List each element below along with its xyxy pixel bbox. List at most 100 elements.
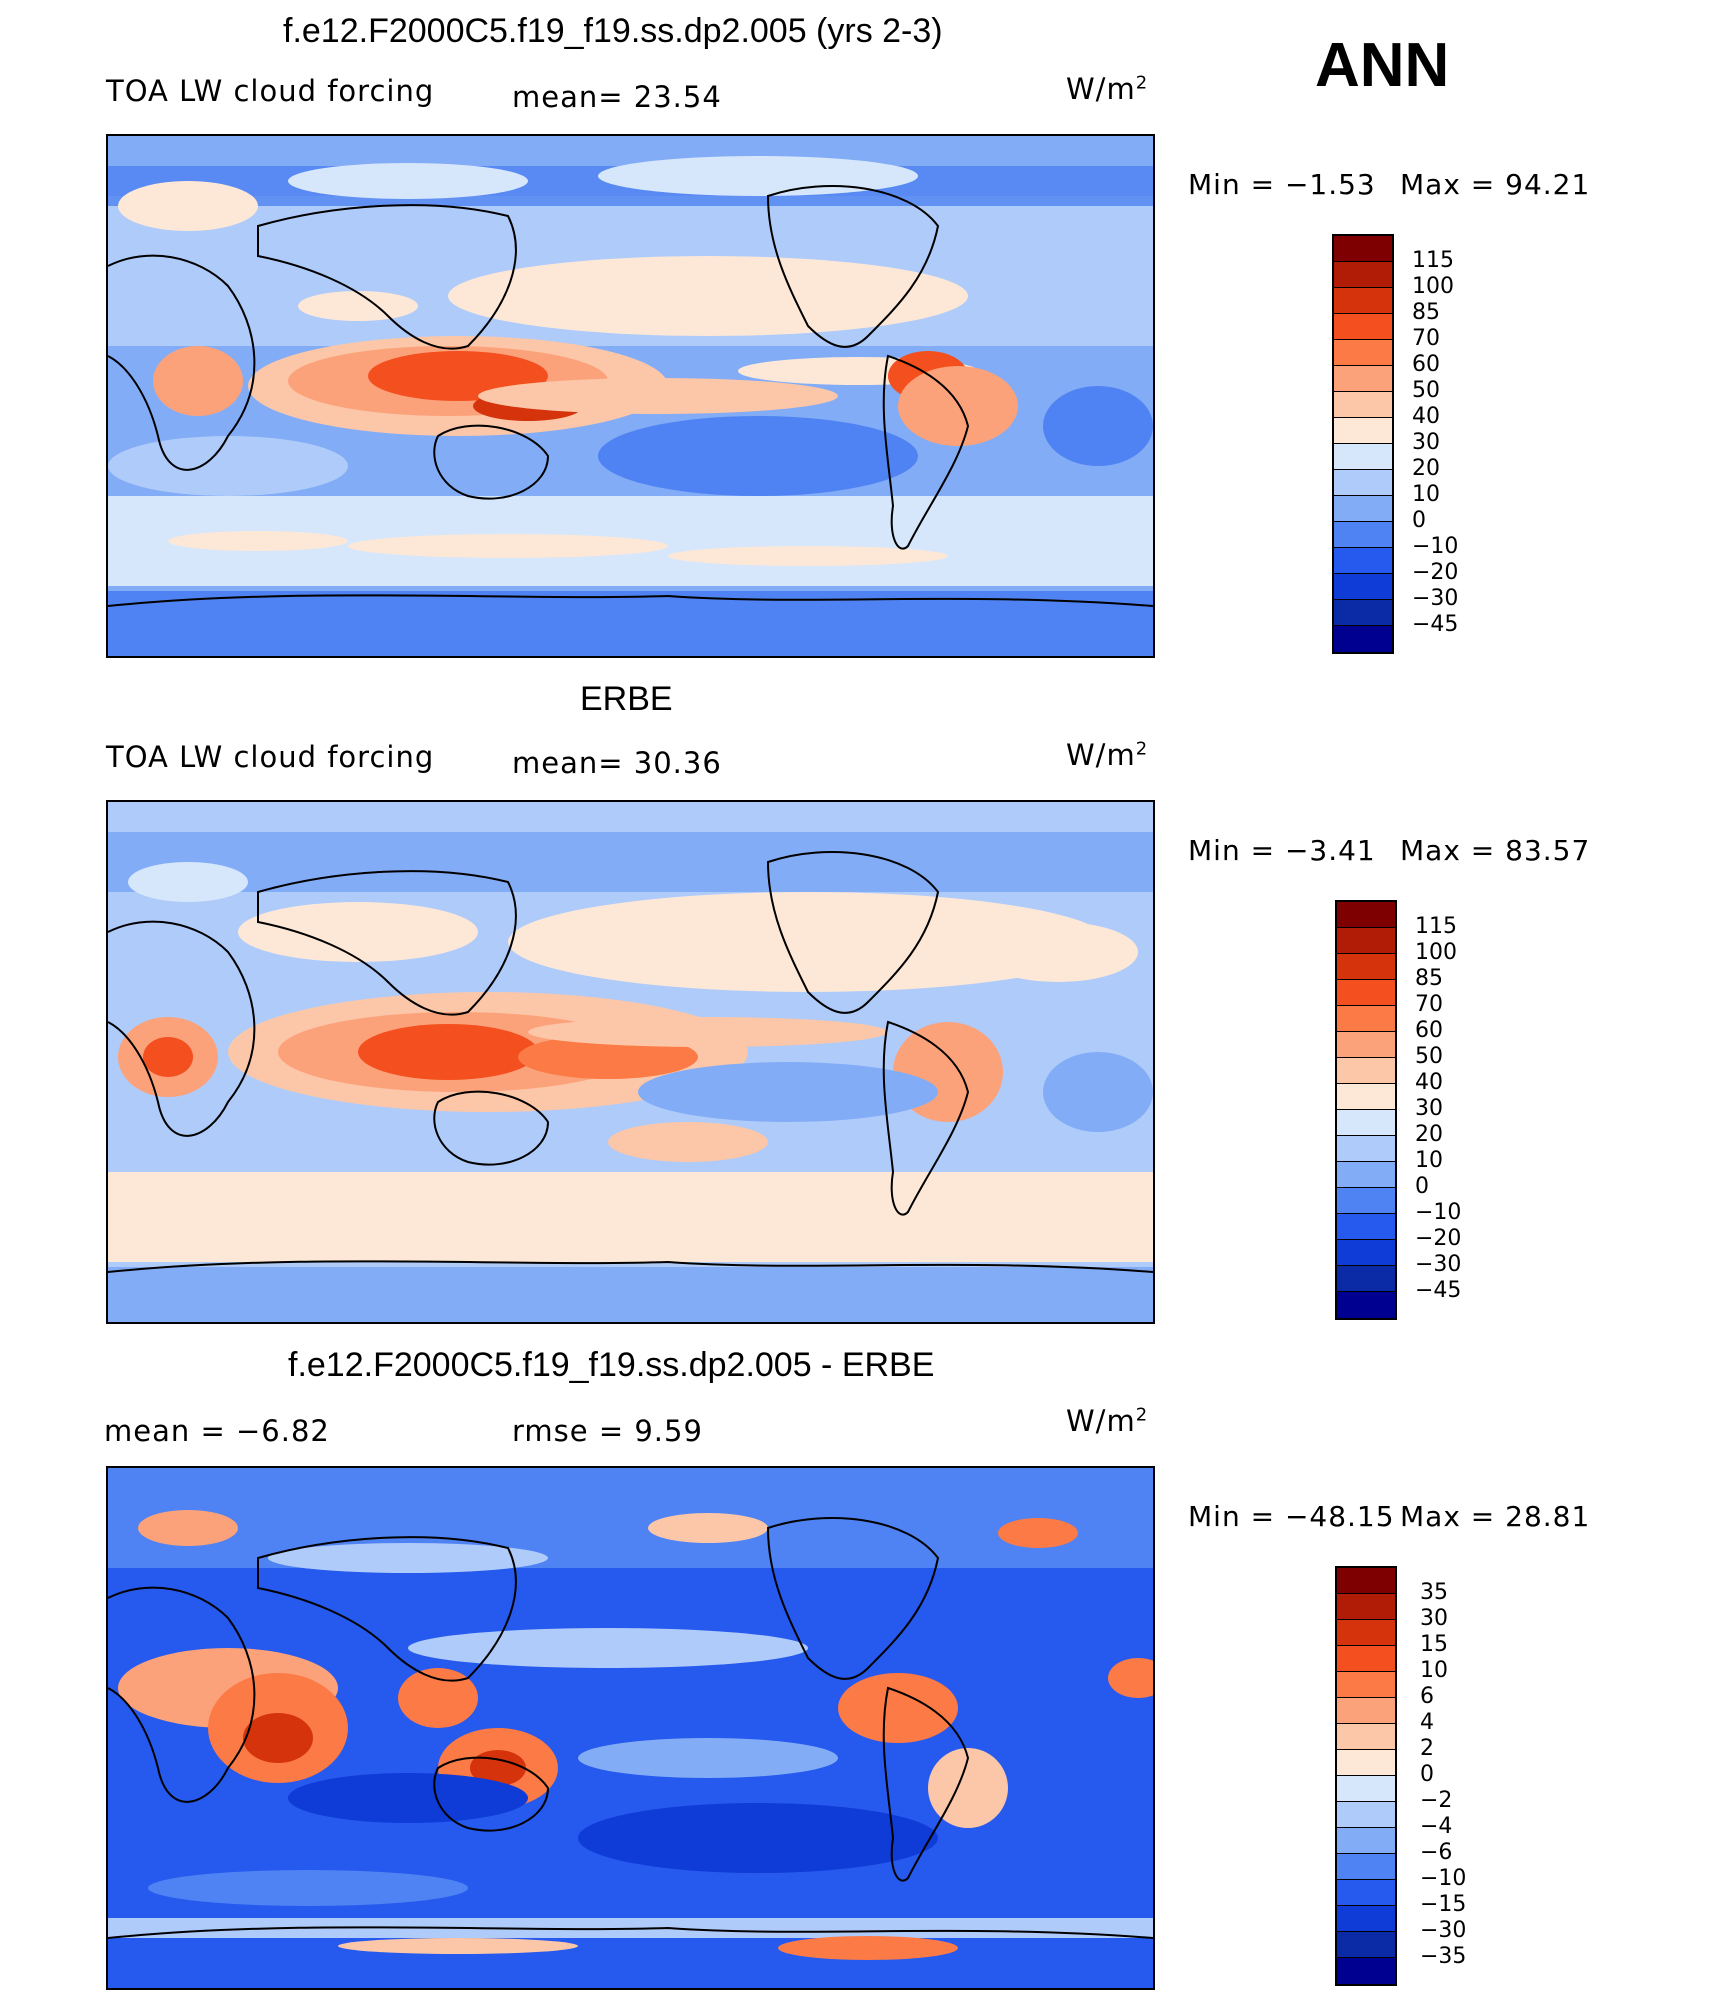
colorbar-swatch	[1337, 1568, 1395, 1594]
colorbar-swatch	[1334, 444, 1392, 470]
colorbar-tick-label: 85	[1415, 966, 1443, 991]
colorbar-tick-label: 50	[1415, 1044, 1443, 1069]
colorbar-tick-label: −45	[1412, 612, 1459, 637]
colorbar-swatch	[1337, 1110, 1395, 1136]
colorbar-swatch	[1334, 574, 1392, 600]
colorbar-swatch	[1337, 1032, 1395, 1058]
panel-2-mean-label: mean= 30.36	[512, 746, 722, 780]
colorbar-swatch	[1337, 1594, 1395, 1620]
colorbar-tick-label: 70	[1412, 326, 1440, 351]
colorbar-swatch	[1337, 1880, 1395, 1906]
panel-1-max: Max = 94.21	[1400, 168, 1591, 201]
colorbar-swatch	[1334, 522, 1392, 548]
colorbar-tick-label: −2	[1420, 1788, 1453, 1813]
panel-1-map	[106, 134, 1155, 658]
colorbar-tick-label: −30	[1420, 1918, 1467, 1943]
panel-3-max: Max = 28.81	[1400, 1500, 1591, 1533]
colorbar-swatch	[1337, 1750, 1395, 1776]
colorbar-swatch	[1337, 1646, 1395, 1672]
panel-3-mean-label: mean = −6.82	[104, 1414, 330, 1448]
colorbar-tick-label: 30	[1420, 1606, 1448, 1631]
colorbar-tick-label: 30	[1412, 430, 1440, 455]
colorbar-swatch	[1337, 1672, 1395, 1698]
colorbar-swatch	[1337, 1136, 1395, 1162]
panel-1-variable-label: TOA LW cloud forcing	[106, 74, 435, 108]
panel-2-variable-label: TOA LW cloud forcing	[106, 740, 435, 774]
colorbar-swatch	[1334, 548, 1392, 574]
colorbar-swatch	[1337, 1828, 1395, 1854]
colorbar-swatch	[1337, 954, 1395, 980]
colorbar-swatch	[1337, 1084, 1395, 1110]
colorbar-tick-label: 2	[1420, 1736, 1434, 1761]
colorbar-tick-label: 10	[1420, 1658, 1448, 1683]
panel-3-map	[106, 1466, 1155, 1990]
colorbar-tick-label: 30	[1415, 1096, 1443, 1121]
panel-1-colorbar	[1332, 234, 1394, 654]
colorbar-swatch	[1334, 418, 1392, 444]
colorbar-tick-label: 115	[1415, 914, 1457, 939]
panel-2-colorbar	[1335, 900, 1397, 1320]
colorbar-tick-label: 50	[1412, 378, 1440, 403]
map-3-coastlines	[108, 1517, 1153, 1939]
colorbar-swatch	[1334, 496, 1392, 522]
map-1-coastlines	[108, 185, 1153, 607]
colorbar-tick-label: 20	[1412, 456, 1440, 481]
colorbar-swatch	[1337, 980, 1395, 1006]
colorbar-swatch	[1337, 1620, 1395, 1646]
colorbar-swatch	[1334, 392, 1392, 418]
panel-1-title: f.e12.F2000C5.f19_f19.ss.dp2.005 (yrs 2-…	[283, 12, 943, 50]
colorbar-tick-label: −20	[1412, 560, 1459, 585]
colorbar-swatch	[1337, 1724, 1395, 1750]
colorbar-swatch	[1334, 626, 1392, 652]
colorbar-swatch	[1337, 1292, 1395, 1318]
panel-2-min: Min = −3.41	[1188, 834, 1376, 867]
panel-3-rmse-label: rmse = 9.59	[512, 1414, 703, 1448]
colorbar-tick-label: −4	[1420, 1814, 1453, 1839]
colorbar-tick-label: −20	[1415, 1226, 1462, 1251]
colorbar-tick-label: 60	[1412, 352, 1440, 377]
colorbar-tick-label: 115	[1412, 248, 1454, 273]
colorbar-swatch	[1334, 340, 1392, 366]
colorbar-swatch	[1337, 1266, 1395, 1292]
panel-2-colorbar-ticks: 115 100 85 70 60 50 40 30 20 10 0 −10 −20 −30 −45	[1415, 914, 1461, 1304]
colorbar-swatch	[1334, 288, 1392, 314]
colorbar-tick-label: −30	[1412, 586, 1459, 611]
colorbar-swatch	[1337, 1854, 1395, 1880]
colorbar-swatch	[1337, 1162, 1395, 1188]
colorbar-tick-label: −35	[1420, 1944, 1467, 1969]
panel-1-min: Min = −1.53	[1188, 168, 1376, 201]
panel-3-colorbar	[1335, 1566, 1397, 1986]
colorbar-tick-label: 100	[1415, 940, 1457, 965]
colorbar-tick-label: 0	[1420, 1762, 1434, 1787]
colorbar-swatch	[1334, 236, 1392, 262]
colorbar-swatch	[1337, 1698, 1395, 1724]
colorbar-tick-label: 10	[1412, 482, 1440, 507]
map-2-coastlines	[108, 851, 1153, 1273]
panel-3-units: W/m2	[1066, 1404, 1149, 1438]
colorbar-swatch	[1337, 1776, 1395, 1802]
colorbar-tick-label: −10	[1415, 1200, 1462, 1225]
panel-2-units: W/m2	[1066, 738, 1149, 772]
panel-2-map	[106, 800, 1155, 1324]
colorbar-tick-label: −10	[1420, 1866, 1467, 1891]
colorbar-tick-label: 20	[1415, 1122, 1443, 1147]
colorbar-tick-label: 4	[1420, 1710, 1434, 1735]
colorbar-tick-label: 0	[1415, 1174, 1429, 1199]
colorbar-swatch	[1337, 928, 1395, 954]
colorbar-swatch	[1334, 600, 1392, 626]
panel-2-title: ERBE	[580, 680, 673, 718]
colorbar-swatch	[1337, 1932, 1395, 1958]
colorbar-swatch	[1337, 1906, 1395, 1932]
colorbar-tick-label: −30	[1415, 1252, 1462, 1277]
colorbar-swatch	[1337, 1958, 1395, 1984]
colorbar-tick-label: −45	[1415, 1278, 1462, 1303]
colorbar-swatch	[1337, 1058, 1395, 1084]
colorbar-tick-label: 60	[1415, 1018, 1443, 1043]
panel-3-title: f.e12.F2000C5.f19_f19.ss.dp2.005 - ERBE	[288, 1346, 935, 1384]
colorbar-swatch	[1337, 1006, 1395, 1032]
colorbar-tick-label: 70	[1415, 992, 1443, 1017]
panel-3-colorbar-ticks: 35 30 15 10 6 4 2 0 −2 −4 −6 −10 −15 −30 −35	[1420, 1580, 1466, 1970]
colorbar-tick-label: 6	[1420, 1684, 1434, 1709]
colorbar-swatch	[1337, 1188, 1395, 1214]
colorbar-tick-label: 40	[1412, 404, 1440, 429]
